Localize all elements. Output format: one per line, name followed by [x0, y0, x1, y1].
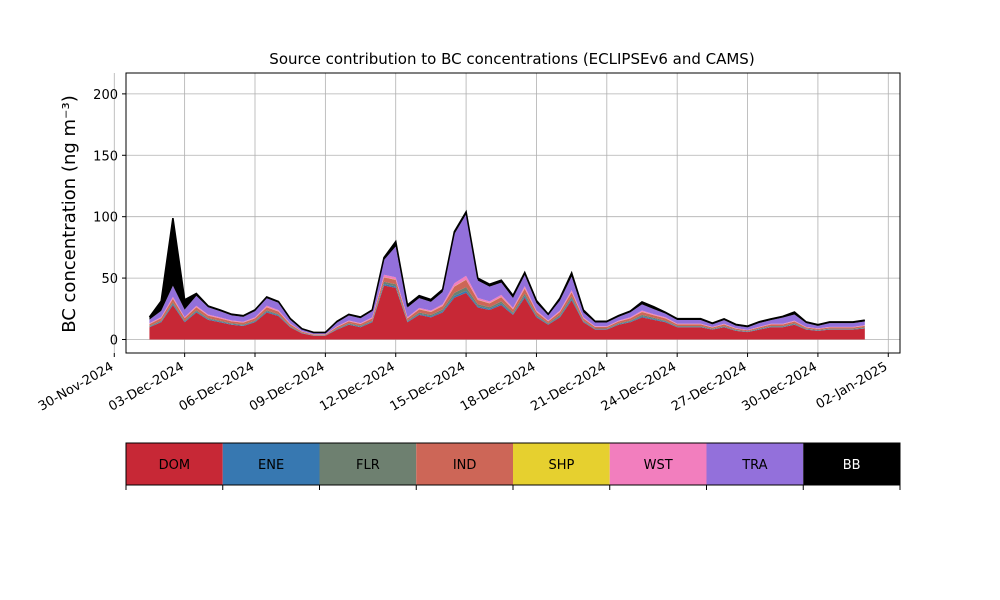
area-flr: [149, 281, 865, 336]
x-tick-label: 30-Nov-2024: [36, 359, 116, 414]
y-tick-label: 0: [110, 333, 118, 348]
legend-label-bb: BB: [843, 458, 861, 473]
total-outline: [148, 209, 865, 334]
y-axis-label: BC concentration (ng m⁻³): [59, 95, 80, 333]
y-axis-ticks: 0 50 100 150 200: [93, 88, 126, 348]
x-tick-label: 02-Jan-2025: [814, 359, 891, 412]
legend-label-wst: WST: [644, 458, 673, 473]
y-tick-label: 150: [93, 149, 118, 164]
legend-label-dom: DOM: [159, 458, 190, 473]
x-axis-ticks: 30-Nov-202403-Dec-202406-Dec-202409-Dec-…: [36, 353, 890, 415]
legend-label-ind: IND: [453, 458, 477, 473]
x-tick-label: 03-Dec-2024: [106, 359, 186, 414]
y-tick-label: 200: [93, 88, 118, 103]
area-ene: [149, 283, 865, 336]
y-tick-label: 100: [93, 211, 118, 226]
legend-swatch-tra: [706, 443, 804, 485]
legend-swatch-flr: [319, 443, 417, 485]
legend-label-ene: ENE: [258, 458, 284, 473]
legend-swatch-ind: [416, 443, 513, 485]
legend-swatch-ene: [222, 443, 320, 485]
legend-swatch-bb: [803, 443, 900, 485]
plot-frame: [125, 72, 901, 354]
y-tick-label: 50: [101, 272, 118, 287]
legend-swatch-dom: [126, 443, 223, 485]
legend-label-flr: FLR: [356, 458, 380, 473]
x-tick-label: 27-Dec-2024: [669, 359, 749, 414]
x-tick-label: 18-Dec-2024: [458, 359, 538, 414]
legend-swatch-wst: [609, 443, 707, 485]
x-tick-label: 15-Dec-2024: [388, 359, 468, 414]
legend-label-shp: SHP: [548, 458, 574, 473]
legend-label-tra: TRA: [741, 458, 767, 473]
x-tick-label: 21-Dec-2024: [528, 359, 608, 414]
legend-swatch-shp: [513, 443, 610, 485]
x-tick-label: 09-Dec-2024: [247, 359, 327, 414]
area-series: [148, 209, 865, 340]
x-tick-label: 06-Dec-2024: [177, 359, 257, 414]
chart-title: Source contribution to BC concentrations…: [269, 50, 754, 68]
legend: DOM ENE FLR IND SHP WST TRA BB: [125, 442, 901, 490]
axes: [125, 72, 901, 354]
area-dom: [149, 285, 865, 340]
x-tick-label: 30-Dec-2024: [740, 359, 820, 414]
x-tick-label: 24-Dec-2024: [599, 359, 679, 414]
area-ind: [149, 277, 865, 336]
x-tick-label: 12-Dec-2024: [317, 359, 397, 414]
